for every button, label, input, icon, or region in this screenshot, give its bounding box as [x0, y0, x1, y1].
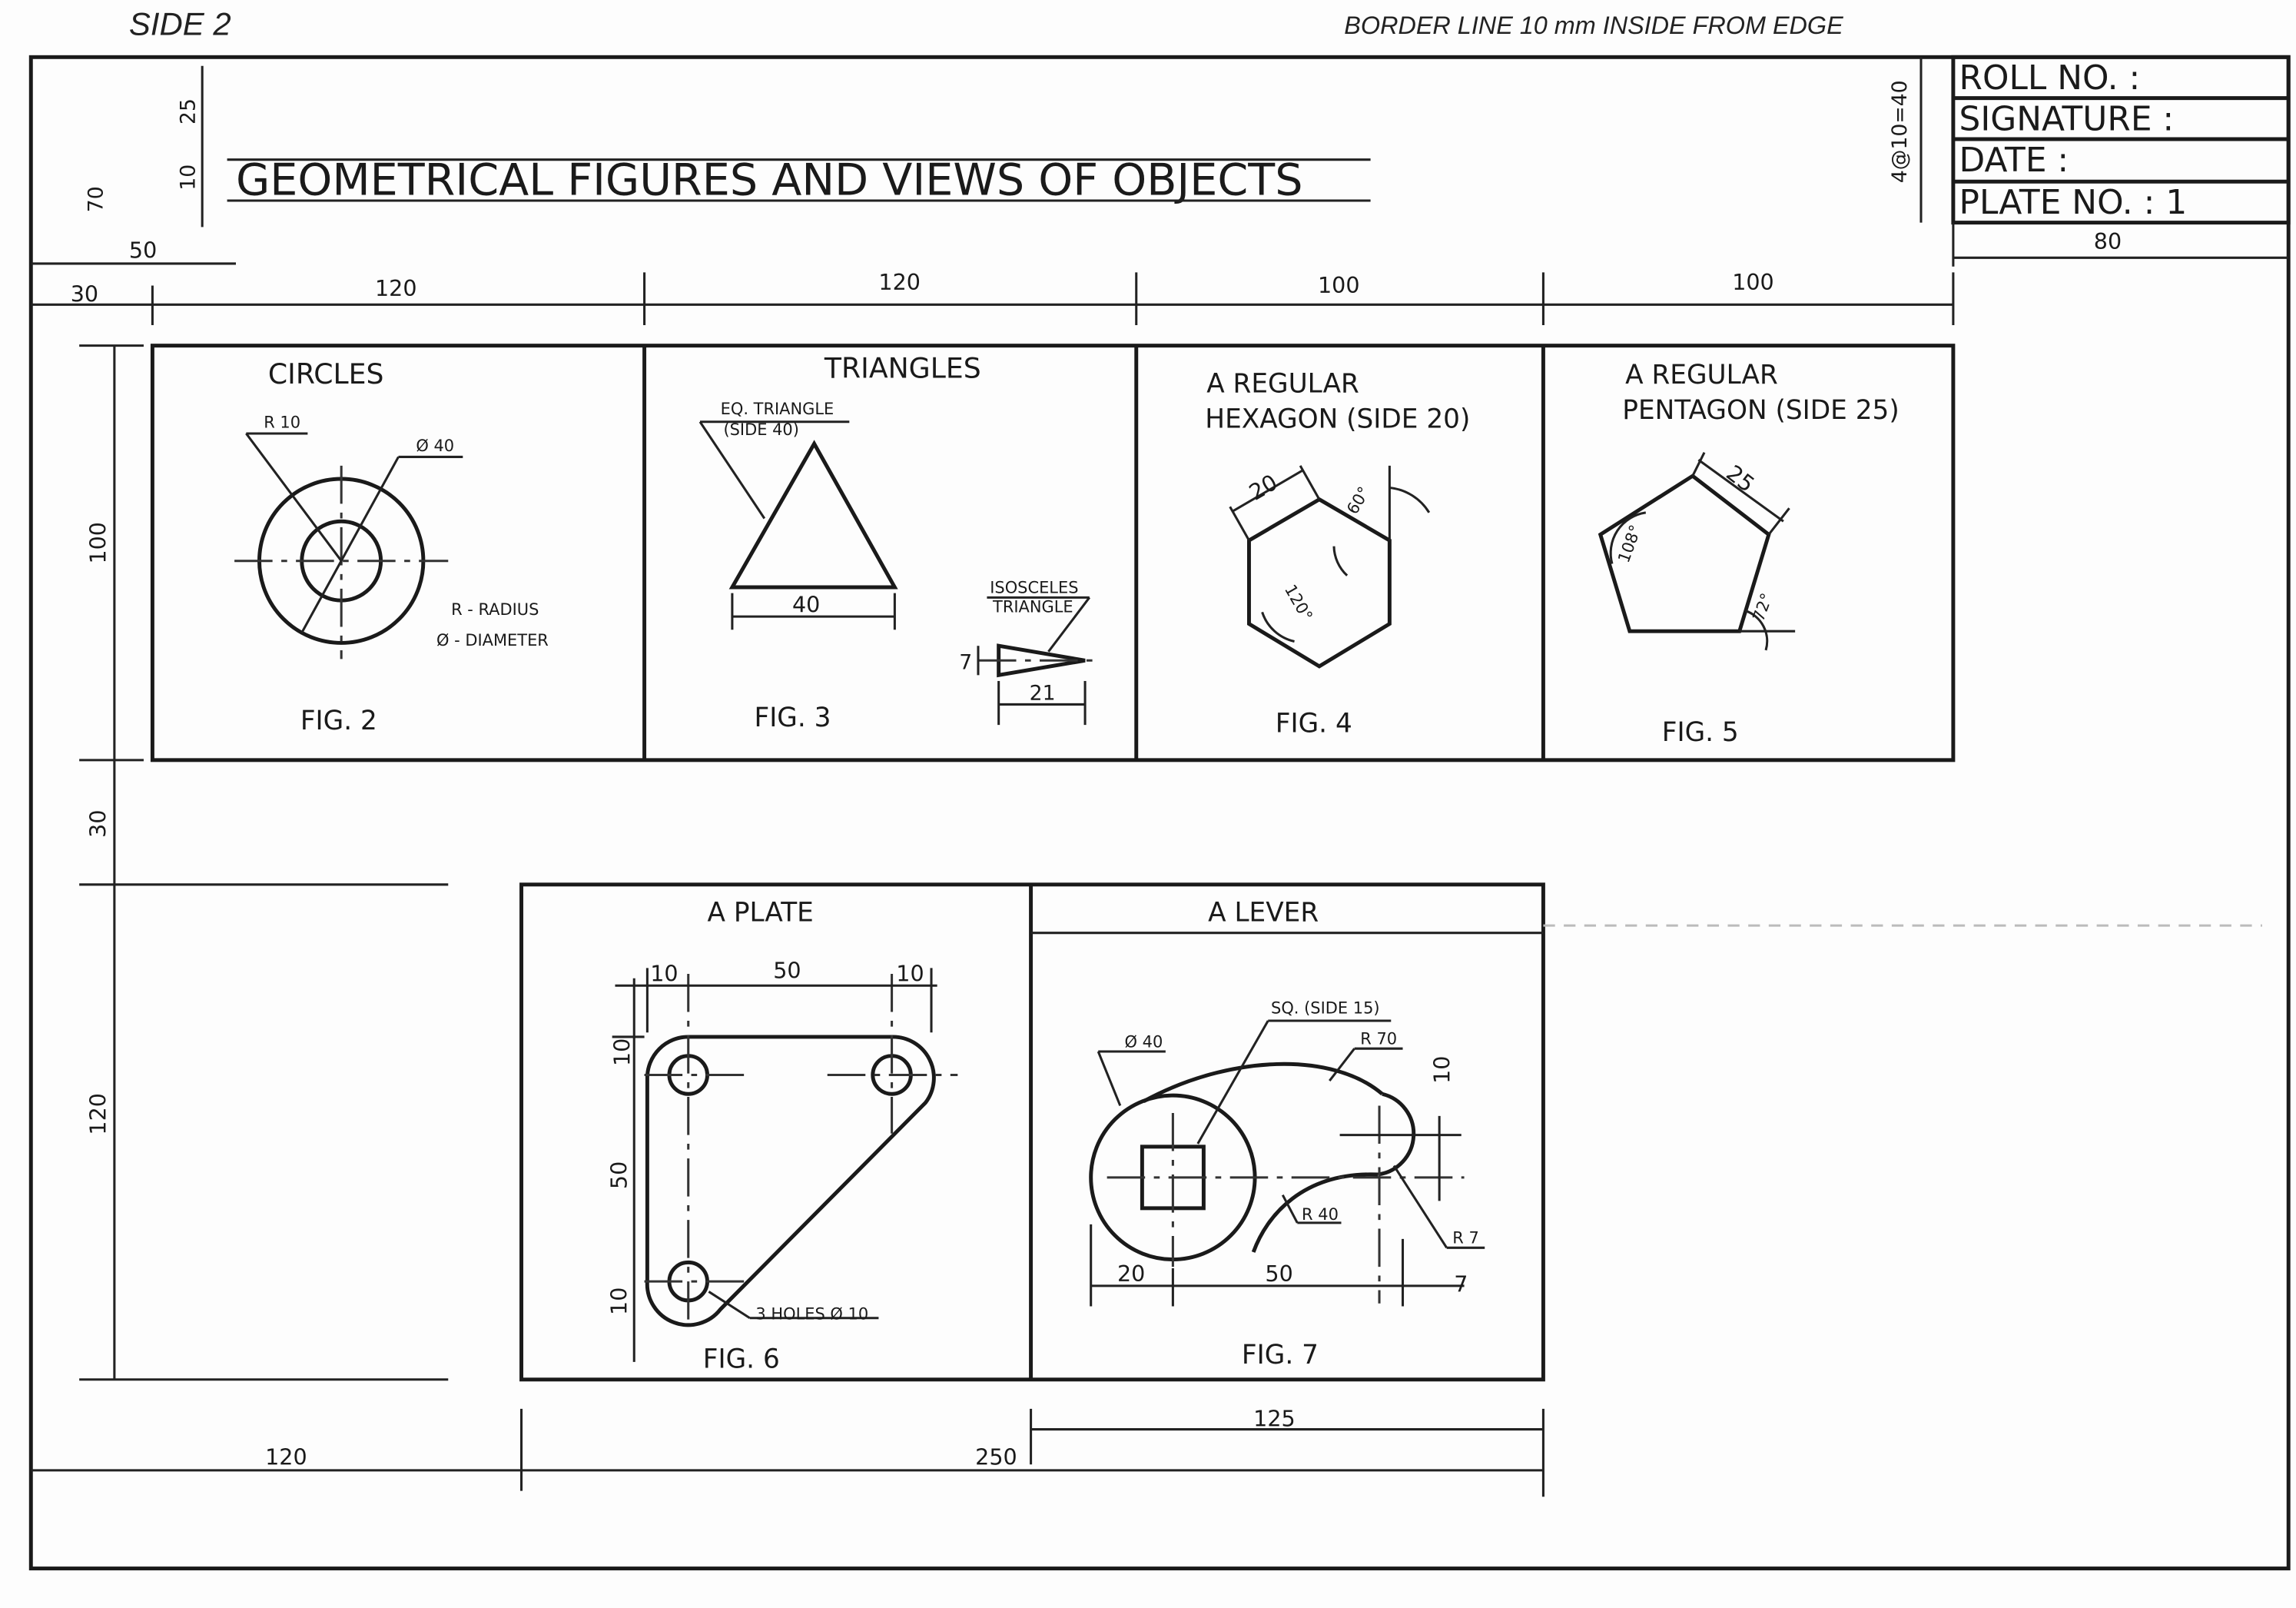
signature-field: SIGNATURE :: [1959, 100, 2175, 139]
dim-bottom-mid: 250: [975, 1444, 1017, 1470]
plate-dim-vtop: 10: [609, 1038, 635, 1066]
dim-gap: 30: [85, 809, 111, 837]
title-block: ROLL NO. : SIGNATURE : DATE : PLATE NO. …: [1888, 55, 2291, 267]
fig3-triangles: TRIANGLES EQ. TRIANGLE (SIDE 40) 40 ISOS…: [698, 352, 1099, 733]
dim-bottom-left: 120: [265, 1444, 307, 1470]
r10-label: R 10: [264, 413, 300, 431]
dim-col4: 100: [1732, 269, 1774, 295]
dim-row1: 100: [85, 522, 111, 564]
fig4-hexagon: A REGULAR HEXAGON (SIDE 20) 20 60° 120° …: [1205, 369, 1470, 739]
plate-dim-vmid: 50: [606, 1161, 632, 1189]
equilateral-triangle: [728, 440, 898, 590]
radius-legend: R - RADIUS: [451, 600, 539, 619]
eq-label-2: (SIDE 40): [723, 420, 798, 439]
dim-col3: 100: [1318, 272, 1360, 298]
lever-dia-label: Ø 40: [1125, 1032, 1163, 1051]
top-dimension-chain: 30 120 120 100 100 50 25 10 70: [31, 65, 1955, 325]
triangles-heading: TRIANGLES: [824, 352, 981, 385]
dim-title-height: 10: [177, 164, 201, 191]
fig7-caption: FIG. 7: [1242, 1340, 1319, 1370]
fig7-lever: A LEVER 10 SQ. (SIDE 15) Ø 40 R 70 R 40 …: [1089, 897, 1485, 1370]
lever-r70-label: R 70: [1360, 1029, 1397, 1048]
bottom-dimension-chain: 120 250 125: [31, 1406, 1544, 1497]
plate-holes-note: 3 HOLES Ø 10: [755, 1305, 868, 1324]
dim-row2: 120: [85, 1093, 111, 1135]
border-note: BORDER LINE 10 mm INSIDE FROM EDGE: [1344, 12, 1843, 39]
fig5-caption: FIG. 5: [1662, 717, 1739, 748]
lever-square-label: SQ. (SIDE 15): [1271, 998, 1380, 1017]
dim-bottom-lever: 125: [1253, 1406, 1296, 1432]
dim-col2: 120: [878, 269, 921, 295]
circles-heading: CIRCLES: [268, 357, 384, 390]
iso-label-1: ISOSCELES: [990, 579, 1078, 597]
lever-dim-h20: 20: [1117, 1261, 1145, 1287]
dim-left-margin: 30: [71, 281, 98, 307]
fig5-pentagon: A REGULAR PENTAGON (SIDE 25) 25 108° 72°…: [1598, 360, 1900, 748]
plate-dim-left: 10: [650, 961, 678, 987]
plate-dim-vbot: 10: [606, 1287, 632, 1315]
plate-outline: [645, 1035, 936, 1327]
pentagon-heading-1: A REGULAR: [1625, 360, 1778, 390]
border-line: [28, 55, 2291, 1571]
fig2-caption: FIG. 2: [300, 706, 377, 736]
eq-base-dim: 40: [792, 591, 820, 617]
hexagon-heading-2: HEXAGON (SIDE 20): [1205, 404, 1470, 434]
fig4-caption: FIG. 4: [1276, 709, 1352, 739]
pentagon-side-dim: 25: [1721, 460, 1760, 497]
plate-heading: A PLATE: [708, 897, 814, 928]
eq-label-1: EQ. TRIANGLE: [721, 400, 834, 418]
lever-heading: A LEVER: [1208, 897, 1319, 928]
row1-frame: [150, 344, 1956, 762]
date-field: DATE :: [1959, 141, 2069, 180]
roll-no-field: ROLL NO. :: [1959, 58, 2141, 98]
dim-top-band: 70: [85, 186, 108, 212]
title-block-width-dim: 80: [2094, 228, 2122, 254]
dim-col1: 120: [375, 275, 417, 301]
pentagon-ext-angle: 72°: [1749, 590, 1776, 623]
left-dimension-chain: 100 30 120: [79, 344, 449, 1381]
d40-label: Ø 40: [416, 437, 454, 455]
iso-label-2: TRIANGLE: [992, 597, 1073, 616]
lever-r40-label: R 40: [1302, 1205, 1339, 1224]
plate-dim-mid: 50: [773, 958, 801, 984]
lever-dim-h50: 50: [1265, 1261, 1292, 1287]
fig3-caption: FIG. 3: [754, 703, 831, 733]
side-label: SIDE 2: [129, 6, 231, 42]
lever-dim-h7: 7: [1454, 1271, 1468, 1297]
iso-length-dim: 21: [1030, 682, 1056, 706]
pentagon-heading-2: PENTAGON (SIDE 25): [1622, 395, 1899, 426]
hexagon-heading-1: A REGULAR: [1206, 369, 1359, 400]
drawing-title: GEOMETRICAL FIGURES AND VIEWS OF OBJECTS: [236, 154, 1302, 205]
iso-height-dim: 7: [959, 651, 972, 675]
plate-dim-right: 10: [896, 961, 924, 987]
lever-r7-label: R 7: [1452, 1229, 1479, 1248]
title-block-row-dim: 4@10=40: [1888, 80, 1912, 183]
hexagon-int-angle: 120°: [1281, 581, 1316, 624]
diameter-legend: Ø - DIAMETER: [436, 631, 549, 650]
hexagon-shape: [1246, 497, 1392, 669]
fig2-circles: CIRCLES R 10 Ø 40 R - RADIUS Ø - DIAMETE…: [234, 357, 549, 736]
plate-no-field: PLATE NO. : 1: [1959, 183, 2188, 222]
hexagon-ext-angle: 60°: [1343, 483, 1373, 517]
dim-title-offset: 50: [129, 237, 157, 263]
pentagon-shape: [1598, 473, 1771, 633]
fig6-plate: A PLATE 10 50 10 10 50 10 3 HOLES Ø 10 F…: [606, 897, 958, 1375]
fig6-caption: FIG. 6: [703, 1344, 780, 1375]
lever-dim-v10: 10: [1428, 1056, 1455, 1084]
dim-title-top: 25: [177, 98, 201, 125]
